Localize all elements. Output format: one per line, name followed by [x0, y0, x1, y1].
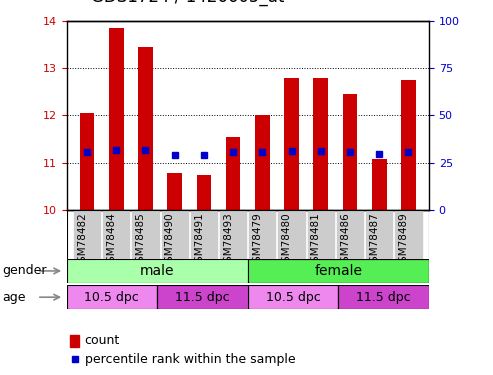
Bar	[67, 259, 248, 283]
Bar	[80, 113, 94, 210]
Text: age: age	[2, 291, 26, 304]
Text: 11.5 dpc: 11.5 dpc	[175, 291, 230, 304]
Text: GSM78479: GSM78479	[252, 212, 262, 269]
Bar	[395, 211, 422, 274]
Bar	[132, 211, 159, 274]
Text: GSM78485: GSM78485	[136, 212, 145, 269]
Bar	[191, 211, 217, 274]
Bar	[248, 285, 338, 309]
Bar	[197, 176, 211, 210]
Bar	[249, 211, 276, 274]
Text: percentile rank within the sample: percentile rank within the sample	[85, 353, 295, 366]
Bar	[343, 94, 357, 210]
Bar	[314, 78, 328, 210]
Bar	[284, 78, 299, 210]
Bar	[226, 136, 241, 210]
Bar	[157, 285, 248, 309]
Text: female: female	[315, 264, 362, 278]
Bar	[220, 211, 246, 274]
Text: GSM78491: GSM78491	[194, 212, 204, 269]
Bar	[248, 285, 338, 309]
Bar	[162, 211, 188, 274]
Bar	[372, 159, 387, 210]
Bar	[401, 80, 416, 210]
Bar	[109, 28, 124, 210]
Bar	[337, 211, 363, 274]
Text: count: count	[85, 334, 120, 347]
Text: gender: gender	[2, 264, 47, 278]
Bar	[338, 285, 429, 309]
Text: GSM78490: GSM78490	[165, 212, 175, 268]
Bar	[167, 173, 182, 210]
Text: GDS1724 / 1426605_at: GDS1724 / 1426605_at	[91, 0, 284, 6]
Bar	[338, 285, 429, 309]
Text: 11.5 dpc: 11.5 dpc	[356, 291, 411, 304]
Text: GSM78489: GSM78489	[398, 212, 409, 269]
Text: GSM78487: GSM78487	[369, 212, 379, 269]
Bar	[103, 211, 129, 274]
Text: GSM78493: GSM78493	[223, 212, 233, 269]
Text: 10.5 dpc: 10.5 dpc	[84, 291, 139, 304]
Bar	[248, 259, 429, 283]
Bar	[248, 259, 429, 283]
Bar	[74, 211, 100, 274]
Text: GSM78484: GSM78484	[106, 212, 116, 269]
Bar	[67, 285, 157, 309]
Text: 10.5 dpc: 10.5 dpc	[266, 291, 320, 304]
Bar	[366, 211, 392, 274]
Text: male: male	[140, 264, 175, 278]
Text: GSM78481: GSM78481	[311, 212, 321, 269]
Text: GSM78486: GSM78486	[340, 212, 350, 269]
Bar	[279, 211, 305, 274]
Text: GSM78482: GSM78482	[77, 212, 87, 269]
Bar	[138, 46, 153, 210]
Bar	[157, 285, 248, 309]
Bar	[70, 335, 79, 347]
Bar	[67, 285, 157, 309]
Text: GSM78480: GSM78480	[282, 212, 291, 268]
Bar	[308, 211, 334, 274]
Bar	[255, 116, 270, 210]
